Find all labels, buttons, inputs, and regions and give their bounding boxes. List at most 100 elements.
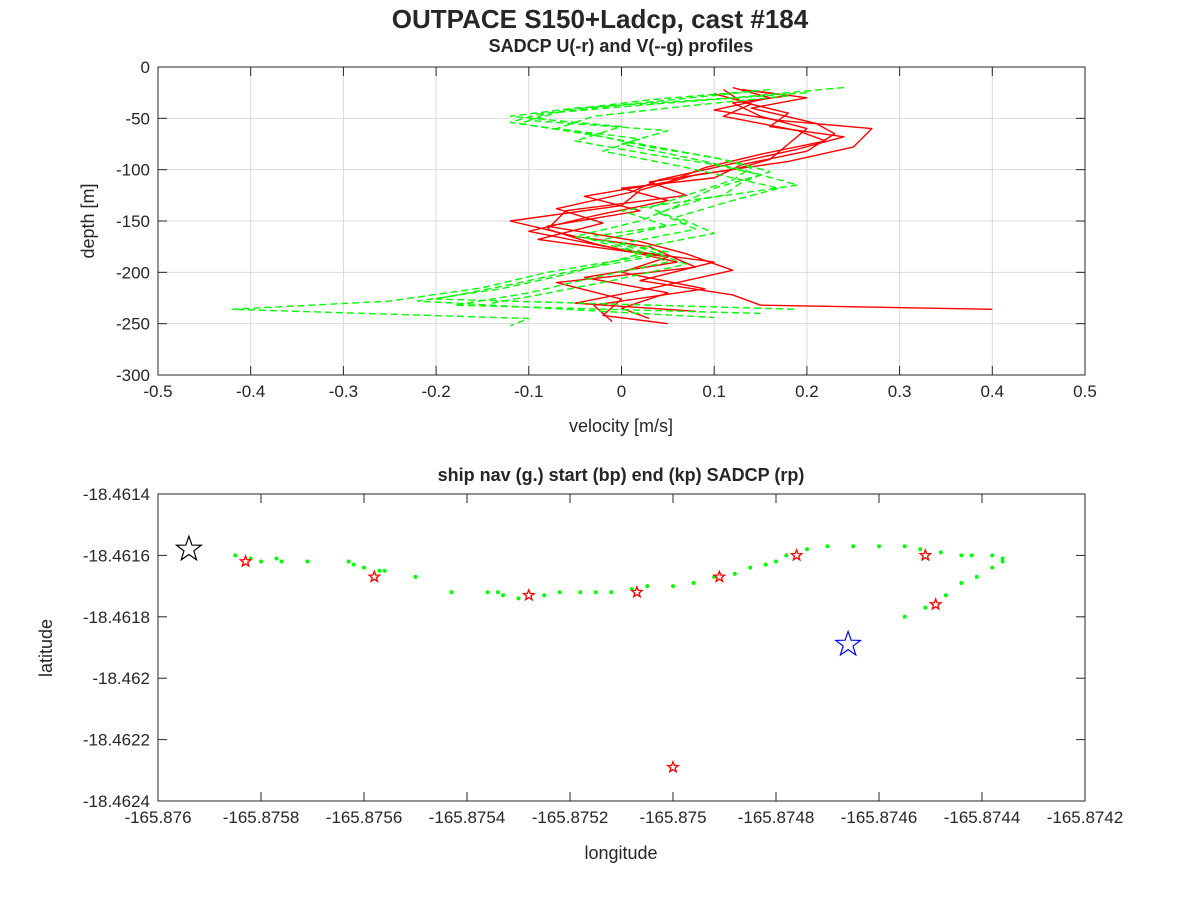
ship-nav-point (382, 568, 387, 573)
u-profile-line-4 (537, 89, 845, 323)
ship-nav-point (279, 559, 284, 564)
ship-nav-point (938, 550, 943, 555)
ship-nav-point (918, 547, 923, 552)
u-profile-line-2 (509, 86, 873, 325)
ship-nav-point (959, 581, 964, 586)
x-tick-label: 0 (617, 382, 626, 401)
ship-nav-point (1000, 556, 1005, 561)
ship-nav-point (346, 559, 351, 564)
nav-plot-frame (157, 493, 1086, 802)
ship-nav-point (691, 581, 696, 586)
ship-nav-point (449, 590, 454, 595)
profile-series (231, 86, 993, 327)
figure-title: OUTPACE S150+Ladcp, cast #184 (392, 4, 809, 34)
ship-nav-point (902, 544, 907, 549)
x-tick-label: -165.8758 (223, 808, 300, 827)
ship-nav-point (351, 562, 356, 567)
ship-nav-point (923, 605, 928, 610)
ship-nav-point (305, 559, 310, 564)
y-tick-label: -18.4622 (83, 731, 150, 750)
x-tick-label: -165.8742 (1047, 808, 1124, 827)
v-profile-line-6 (453, 91, 807, 315)
x-tick-label: -165.8754 (429, 808, 506, 827)
sadcp-profile-star-marker (521, 587, 536, 602)
y-tick-label: -100 (116, 161, 150, 180)
nav-y-axis-label: latitude (36, 619, 56, 677)
v-profile-line-7 (435, 88, 798, 310)
nav-plot-title: ship nav (g.) start (bp) end (kp) SADCP … (438, 465, 805, 485)
ship-nav-point (969, 553, 974, 558)
ship-nav-point (645, 584, 650, 589)
x-tick-label: -165.875 (639, 808, 706, 827)
ship-nav-point (1000, 559, 1005, 564)
ship-nav-point (233, 553, 238, 558)
ship-nav-point (825, 544, 830, 549)
y-tick-label: -300 (116, 366, 150, 385)
x-tick-label: -0.2 (421, 382, 450, 401)
ship-nav-point (974, 574, 979, 579)
sadcp-profile-star-marker (665, 759, 681, 774)
ship-nav-point (593, 590, 598, 595)
cast-end-star-marker (174, 534, 203, 562)
x-tick-label: -165.8748 (738, 808, 815, 827)
ship-nav-point (748, 565, 753, 570)
cast-start-star-marker (834, 629, 863, 657)
x-tick-label: -165.8756 (326, 808, 403, 827)
ship-nav-point (362, 565, 366, 570)
ship-nav-point (763, 562, 768, 567)
u-profile-line-3 (546, 93, 827, 313)
profile-gridlines (157, 66, 1086, 376)
x-tick-label: -0.5 (143, 382, 172, 401)
ship-nav-point (959, 553, 964, 558)
ship-nav-point (516, 596, 521, 601)
ship-nav-plot: ship nav (g.) start (bp) end (kp) SADCP … (36, 465, 1123, 863)
ship-nav-point (542, 593, 547, 598)
y-tick-label: -18.462 (92, 669, 150, 688)
x-tick-label: -0.4 (236, 382, 265, 401)
sadcp-profile-star-marker (629, 584, 644, 599)
x-tick-label: -0.1 (514, 382, 543, 401)
ship-nav-point (495, 590, 500, 595)
y-tick-label: 0 (141, 58, 150, 77)
x-tick-label: 0.3 (888, 382, 912, 401)
u-profile-line-1 (528, 90, 993, 310)
nav-axis-ticks: -165.876 -165.8758 -165.8756 -165.8754 -165.… (83, 485, 1123, 827)
x-tick-label: 0.5 (1073, 382, 1097, 401)
sadcp-profile-star-marker (367, 569, 382, 583)
profile-plot-title: SADCP U(-r) and V(--g) profiles (489, 36, 754, 56)
y-tick-label: -18.4616 (83, 546, 150, 565)
x-tick-label: 0.2 (795, 382, 819, 401)
sadcp-profile-star-marker (918, 548, 933, 562)
ship-nav-point (609, 590, 614, 595)
ship-nav-point (851, 544, 856, 549)
v-profile-line-9 (416, 90, 752, 319)
velocity-profile-plot: SADCP U(-r) and V(--g) profiles -0.5 -0.4… (78, 36, 1097, 436)
ship-nav-point (804, 547, 809, 552)
ship-nav-point (877, 544, 881, 549)
x-tick-label: -165.8746 (841, 808, 918, 827)
nav-series (174, 534, 1005, 774)
ship-nav-point (274, 556, 279, 561)
profile-y-axis-label: depth [m] (78, 183, 98, 258)
ship-nav-point (902, 614, 907, 619)
ship-nav-point (784, 553, 789, 558)
ship-nav-point (413, 574, 418, 579)
sadcp-profile-star-marker (789, 548, 804, 562)
y-tick-label: -50 (125, 109, 150, 128)
v-profile-line-8 (491, 95, 789, 304)
sadcp-profile-star-marker (928, 597, 943, 611)
y-tick-label: -250 (116, 315, 150, 334)
ship-nav-point (774, 559, 778, 564)
v-profile-line-5 (231, 86, 845, 327)
y-tick-label: -18.4624 (83, 792, 150, 811)
ship-nav-point (732, 571, 737, 576)
x-tick-label: 0.4 (980, 382, 1004, 401)
x-tick-label: -165.876 (124, 808, 191, 827)
sadcp-profile-star-marker (712, 569, 727, 583)
sadcp-profile-star-marker (238, 554, 253, 568)
ship-nav-point (943, 593, 948, 598)
x-tick-label: -0.3 (329, 382, 358, 401)
profile-x-axis-label: velocity [m/s] (569, 416, 673, 436)
ship-nav-point (990, 553, 995, 558)
